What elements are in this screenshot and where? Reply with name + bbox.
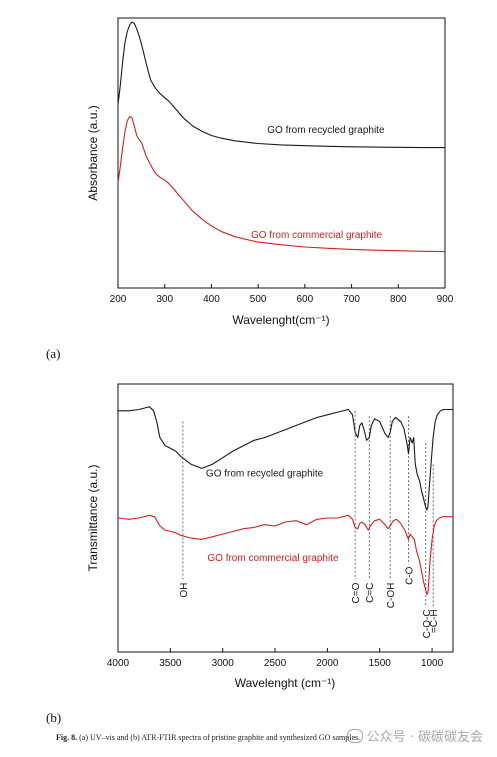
watermark-text: 公众号 · 碳碳碳友会: [366, 730, 483, 745]
uv-vis-series-annotation-commercial: GO from commercial graphite: [251, 230, 383, 241]
ftir-series-lines: [117, 406, 453, 595]
uv-vis-x-tick-label: 900: [437, 294, 454, 305]
ftir-annotations: GO from recycled graphite GO from commerc…: [206, 468, 339, 563]
uv-vis-x-tick-label: 300: [156, 294, 173, 305]
uv-vis-x-tick-label: 200: [110, 294, 127, 305]
ftir-x-axis-label: Wavelenght (cm⁻¹): [235, 676, 336, 690]
uv-vis-x-tick-label: 800: [390, 294, 407, 305]
ftir-chart: OH C=O C=C C-OH C-O C-O-C=C-H 4000 3500 3000 250…: [86, 383, 454, 690]
ftir-peak-label: C-O-C: [422, 609, 433, 638]
uv-vis-x-tick-label: 700: [343, 294, 360, 305]
ftir-peak-label: C-O: [405, 566, 416, 585]
ftir-series-annotation-commercial: GO from commercial graphite: [207, 553, 339, 564]
uv-vis-y-axis-label: Absorbance (a.u.): [86, 105, 100, 200]
ftir-x-tick-label: 1000: [421, 658, 444, 669]
ftir-x-tick-label: 3500: [159, 658, 182, 669]
panel-a-label: (a): [46, 346, 61, 361]
uv-vis-series-line-commercial: [117, 116, 446, 253]
uv-vis-series-line-recycled: [117, 21, 445, 149]
ftir-series-annotation-recycled: GO from recycled graphite: [206, 468, 324, 479]
ftir-x-tick-label: 1500: [369, 658, 392, 669]
ftir-peak-label: C=C: [365, 583, 376, 603]
uv-vis-x-axis-label: Wavelenght(cm⁻¹): [232, 313, 329, 327]
ftir-x-tick-label: 3000: [212, 658, 235, 669]
ftir-series-line-commercial: [117, 514, 453, 595]
ftir-y-axis-label: Transmittance (a.u.): [86, 465, 100, 572]
uv-vis-series-lines: [117, 21, 446, 253]
ftir-plot-frame: [117, 383, 454, 653]
wechat-icon: [346, 728, 363, 743]
ftir-x-tick-label: 4000: [107, 658, 130, 669]
ftir-series-line-recycled: [118, 406, 453, 511]
uv-vis-x-tick-label: 500: [250, 294, 267, 305]
caption-prefix: Fig. 8.: [56, 733, 78, 742]
ftir-x-tick-label: 2000: [316, 658, 339, 669]
ftir-peak-label: OH: [179, 583, 190, 598]
ftir-x-tick-label: 2500: [264, 658, 287, 669]
uv-vis-x-tick-label: 600: [297, 294, 314, 305]
caption-text: (a) UV–vis and (b) ATR-FTIR spectra of p…: [79, 733, 361, 742]
ftir-peak-label: C-OH: [386, 583, 397, 609]
uv-vis-plot-frame: [117, 17, 446, 289]
ftir-peak-label: C=O: [351, 582, 362, 603]
uv-vis-x-tick-label: 400: [203, 294, 220, 305]
ftir-x-ticks: 4000 3500 3000 2500 2000 1500 1000: [107, 648, 444, 669]
uv-vis-series-annotation-recycled: GO from recycled graphite: [267, 125, 385, 136]
uv-vis-x-ticks: 200 300 400 500 600 700 800 900: [110, 284, 454, 305]
figure-caption: Fig. 8. (a) UV–vis and (b) ATR-FTIR spec…: [56, 733, 492, 742]
watermark: 公众号 · 碳碳碳友会: [346, 726, 483, 745]
ftir-peak-label: =C-H: [429, 609, 440, 633]
uv-vis-chart: 200 300 400 500 600 700 800 900 GO from recycle…: [86, 17, 454, 327]
ftir-peak-markers: OH C=O C=C C-OH C-O C-O-C=C-H: [179, 410, 440, 638]
panel-b-label: (b): [46, 710, 62, 725]
uv-vis-annotations: GO from recycled graphite GO from commerc…: [251, 125, 385, 241]
